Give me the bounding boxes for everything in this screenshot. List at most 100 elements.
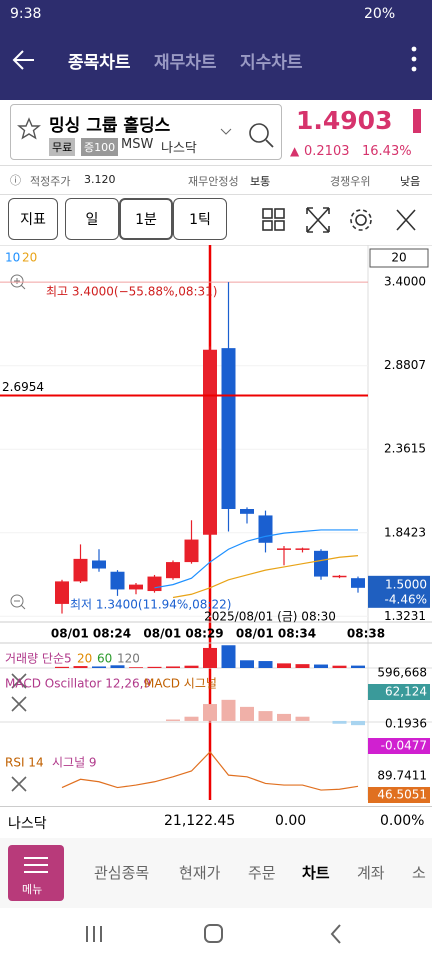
- panel-period: 120: [117, 652, 140, 666]
- y-tick-label: 2.3615: [384, 442, 426, 456]
- toolbar-button[interactable]: 일: [65, 198, 119, 240]
- panel-title: 시그널 9: [52, 756, 97, 770]
- toolbar-button[interactable]: 지표: [8, 198, 58, 240]
- menu-button[interactable]: 메뉴: [8, 845, 64, 901]
- tab-bar: [0, 838, 432, 908]
- volume-bar: [129, 667, 143, 668]
- candle-body: [351, 578, 365, 588]
- y-tick-label: 596,668: [377, 666, 427, 680]
- candle-body: [240, 509, 254, 514]
- home-button[interactable]: [204, 924, 223, 943]
- toolbar-button[interactable]: 1틱: [173, 198, 227, 240]
- volume-bar: [55, 666, 69, 668]
- value-tag-label: 46.5051: [377, 788, 427, 802]
- volume-bar: [73, 666, 88, 668]
- chart: 20 10 20 3.4000 2.8807 2.3615 1.8423 1.3231 0…: [0, 245, 432, 803]
- legend-entry: 10: [5, 251, 20, 265]
- value-tag-label: -0.0477: [381, 739, 427, 753]
- volume-bar: [203, 647, 217, 668]
- rsi-line: [61, 751, 359, 791]
- volume-bar: [184, 665, 199, 668]
- more-icon[interactable]: [406, 44, 422, 74]
- value-tag: [368, 684, 430, 700]
- panel-period: 20: [77, 652, 92, 666]
- candle-body: [277, 548, 291, 550]
- volume-bar: [277, 663, 291, 668]
- price-bar: [413, 109, 421, 133]
- stock-name: 밍싱 그룹 홀딩스: [49, 116, 171, 136]
- panel-title: RSI 14: [5, 756, 44, 770]
- y-tick-label: 3.4000: [384, 275, 426, 289]
- macd-bar: [203, 704, 217, 721]
- toolbar-button[interactable]: 1분: [119, 198, 173, 240]
- up-arrow: ▲: [290, 144, 300, 158]
- macd-bar: [332, 720, 347, 724]
- tab-item[interactable]: 현재가: [179, 864, 221, 882]
- period-box[interactable]: [369, 248, 429, 268]
- price: 1.4903: [296, 106, 393, 135]
- badge: 증100: [81, 138, 119, 156]
- y-tick-label: 0.1936: [385, 717, 427, 731]
- y-tick-label: 1.8423: [384, 525, 426, 539]
- candle-body: [147, 576, 162, 592]
- candle-body: [110, 571, 125, 590]
- stock-box[interactable]: 밍싱 그룹 홀딩스 무료 증100 MSW 나스닥: [10, 104, 282, 160]
- volume-bar: [258, 661, 273, 668]
- info-value: 보통: [250, 175, 271, 188]
- badge: 무료: [49, 138, 76, 156]
- last-price: 1.5000: [385, 577, 427, 591]
- volume-bar: [110, 665, 125, 668]
- market-change: 0.00: [275, 813, 307, 829]
- nav-bar: [86, 924, 341, 944]
- tab-item[interactable]: 계좌: [357, 864, 385, 882]
- macd-bar: [184, 716, 199, 721]
- crosshair-date: 2025/08/01 (금) 08:30: [204, 610, 336, 624]
- volume-bar: [166, 666, 180, 668]
- tab[interactable]: 재무차트: [154, 53, 217, 73]
- macd-bar: [221, 699, 236, 721]
- help-icon[interactable]: ⓘ: [10, 174, 21, 187]
- period-input[interactable]: 20: [391, 251, 406, 265]
- candle-body: [184, 539, 199, 563]
- ticker: MSW: [121, 137, 154, 152]
- x-tick-label: 08:38: [347, 627, 385, 641]
- info-label: 적정주가: [30, 175, 71, 188]
- time: 9:38: [10, 6, 42, 22]
- star-icon[interactable]: [17, 117, 41, 141]
- tab-item[interactable]: 차트: [302, 864, 330, 882]
- panel-period: 60: [97, 652, 112, 666]
- macd-bar: [295, 716, 310, 721]
- back-icon[interactable]: [10, 46, 38, 74]
- candle-body: [258, 515, 273, 543]
- value-tag-label: 62,124: [385, 685, 427, 699]
- zoom-icons[interactable]: [10, 274, 26, 610]
- tab[interactable]: 종목차트: [68, 53, 131, 73]
- candle-body: [92, 560, 106, 569]
- tab[interactable]: 지수차트: [240, 53, 303, 73]
- toolbar-icons[interactable]: [255, 200, 425, 240]
- tab-item[interactable]: 소: [412, 864, 426, 882]
- back-button[interactable]: [330, 924, 341, 944]
- search-icon[interactable]: [219, 123, 279, 153]
- volume-bar: [147, 666, 162, 668]
- market-row: 나스닥 21,122.45 0.00 0.00%: [0, 806, 432, 837]
- candle-body: [295, 548, 310, 550]
- close-icons[interactable]: [11, 673, 27, 792]
- macd-bar: [240, 706, 254, 721]
- recent-button[interactable]: [86, 926, 102, 942]
- tab-item[interactable]: 관심종목: [94, 864, 150, 882]
- panel-title: 거래량 단순: [5, 652, 64, 666]
- info-label: 경쟁우위: [330, 175, 371, 188]
- legend-entry: 20: [22, 251, 37, 265]
- macd-bar: [277, 713, 291, 721]
- crosshair-value: 2.6954: [2, 380, 44, 394]
- candle-body: [314, 550, 328, 577]
- tab-item[interactable]: 주문: [248, 864, 276, 882]
- info-value: 3.120: [84, 173, 116, 186]
- last-change: -4.46%: [385, 592, 427, 606]
- info-label: 재무안정성: [188, 175, 239, 188]
- panel-title: MACD Oscillator 12,26,9: [5, 677, 151, 691]
- market-index: 21,122.45: [164, 813, 236, 829]
